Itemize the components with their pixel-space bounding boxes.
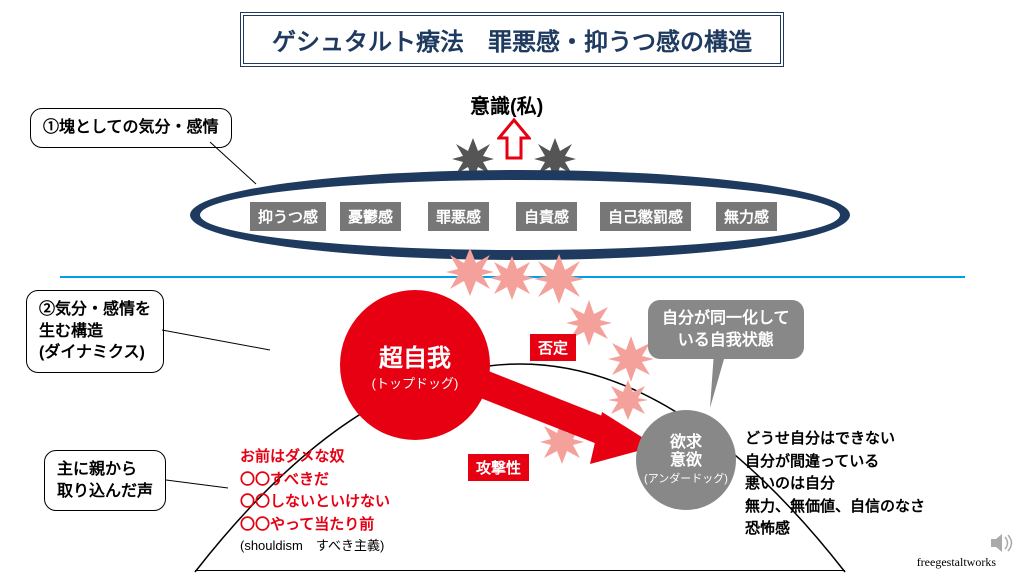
callout-2-l2: 生む構造 bbox=[39, 323, 103, 340]
speaker-icon bbox=[990, 532, 1016, 554]
red-line-0: お前はダメな奴 bbox=[240, 446, 390, 469]
burst-red-3 bbox=[534, 254, 584, 304]
underdog-voice-block: どうせ自分はできない 自分が間違っている 悪いのは自分 無力、無価値、自信のなさ… bbox=[745, 428, 925, 541]
consciousness-label: 意識(私) bbox=[470, 90, 543, 119]
title-text: ゲシュタルト療法 罪悪感・抑うつ感の構造 bbox=[272, 29, 752, 56]
emotion-tag-1: 憂鬱感 bbox=[340, 202, 401, 231]
watermark-text: freegestaltworks bbox=[917, 555, 996, 570]
up-arrow-icon bbox=[497, 118, 531, 160]
shouldism-text: (shouldism すべき主義) bbox=[240, 536, 390, 556]
title-box: ゲシュタルト療法 罪悪感・抑うつ感の構造 bbox=[240, 12, 784, 67]
attack-label: 攻撃性 bbox=[468, 454, 529, 481]
callout-4-l1: 自分が同一化して bbox=[662, 310, 790, 327]
need-l1: 欲求 bbox=[670, 434, 702, 451]
black-line-4: 恐怖感 bbox=[745, 518, 925, 541]
callout-4-gray: 自分が同一化して いる自我状態 bbox=[648, 300, 804, 359]
emotion-tag-5: 無力感 bbox=[716, 202, 777, 231]
emotion-tag-4: 自己懲罰感 bbox=[600, 202, 691, 231]
red-line-2: 〇〇しないといけない bbox=[240, 491, 390, 514]
red-line-3: 〇〇やって当たり前 bbox=[240, 514, 390, 537]
need-circle: 欲求 意欲 (アンダードッグ) bbox=[636, 410, 736, 510]
burst-red-2 bbox=[490, 256, 534, 300]
black-line-3: 無力、無価値、自信のなさ bbox=[745, 496, 925, 519]
emotion-tag-2: 罪悪感 bbox=[428, 202, 489, 231]
black-line-2: 悪いのは自分 bbox=[745, 473, 925, 496]
emotion-tag-3: 自責感 bbox=[516, 202, 577, 231]
emotion-tag-0: 抑うつ感 bbox=[250, 202, 326, 231]
callout-1-tail bbox=[208, 140, 268, 190]
panel-bottom-line bbox=[195, 570, 845, 571]
superego-voice-block: お前はダメな奴 〇〇すべきだ 〇〇しないといけない 〇〇やって当たり前 (sho… bbox=[240, 446, 390, 556]
callout-4-l2: いる自我状態 bbox=[678, 332, 774, 349]
callout-3-tail bbox=[164, 470, 234, 500]
need-sub: (アンダードッグ) bbox=[644, 470, 728, 486]
callout-2-l3: (ダイナミクス) bbox=[39, 344, 145, 361]
callout-2-tail bbox=[160, 320, 280, 360]
callout-3: 主に親から 取り込んだ声 bbox=[44, 450, 166, 511]
superego-title: 超自我 bbox=[379, 338, 451, 373]
callout-2: ②気分・感情を 生む構造 (ダイナミクス) bbox=[26, 290, 164, 373]
callout-2-l1: ②気分・感情を bbox=[39, 301, 151, 318]
need-l2: 意欲 bbox=[670, 452, 702, 469]
burst-red-1 bbox=[446, 248, 494, 296]
callout-3-l2: 取り込んだ声 bbox=[57, 483, 153, 500]
red-line-1: 〇〇すべきだ bbox=[240, 469, 390, 492]
callout-3-l1: 主に親から bbox=[57, 461, 137, 478]
callout-4-tail bbox=[700, 352, 740, 412]
black-line-0: どうせ自分はできない bbox=[745, 428, 925, 451]
attack-arrow-icon bbox=[460, 368, 660, 468]
black-line-1: 自分が間違っている bbox=[745, 451, 925, 474]
callout-1-text: ①塊としての気分・感情 bbox=[43, 119, 219, 136]
callout-1: ①塊としての気分・感情 bbox=[30, 108, 232, 148]
deny-label: 否定 bbox=[530, 334, 576, 361]
superego-sub: (トップドッグ) bbox=[372, 373, 459, 392]
